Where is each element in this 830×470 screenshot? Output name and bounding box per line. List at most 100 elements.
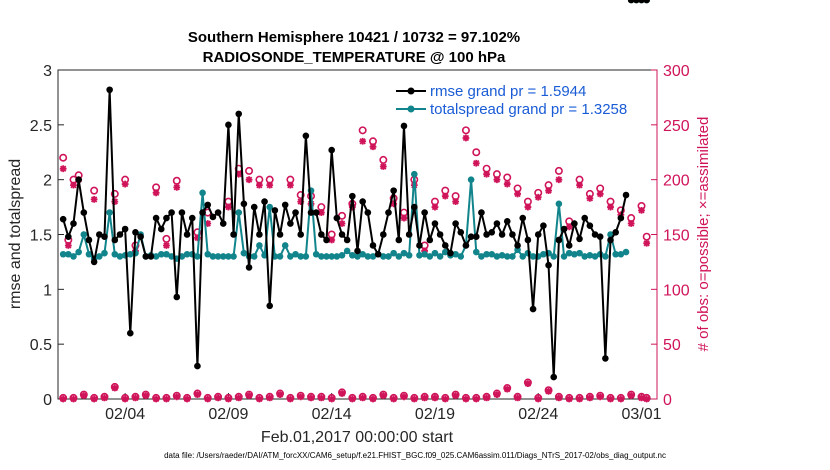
totalspread-point: [560, 253, 568, 260]
rmse-point: [421, 209, 428, 216]
totalspread-point: [266, 203, 274, 211]
assimilated-obs-marker: [59, 395, 67, 403]
rmse-point: [395, 236, 403, 244]
totalspread-point: [519, 253, 527, 260]
assimilated-obs-marker: [70, 395, 77, 403]
totalspread-point: [323, 253, 330, 260]
rmse-point: [297, 231, 304, 238]
assimilated-obs-marker: [596, 393, 604, 401]
totalspread-point: [550, 253, 558, 260]
assimilated-obs-marker: [111, 384, 119, 392]
totalspread-point: [509, 253, 516, 260]
totalspread-point: [369, 253, 377, 260]
assimilated-obs-marker: [80, 392, 88, 400]
totalspread-point: [540, 250, 547, 258]
assimilated-obs-marker: [565, 223, 573, 231]
assimilated-obs-marker: [607, 395, 614, 403]
totalspread-point: [297, 253, 304, 260]
rmse-point: [374, 250, 382, 258]
rmse-point: [493, 220, 501, 227]
rmse-point: [333, 214, 341, 222]
assimilated-obs-marker: [524, 203, 532, 211]
rmse-point: [602, 355, 609, 362]
assimilated-obs-marker: [545, 187, 552, 195]
assimilated-obs-marker: [534, 395, 542, 403]
x-axis-ticks: 02/04 02/09 02/14 02/19 02/24 03/01: [105, 393, 662, 423]
rmse-point: [85, 236, 93, 244]
rmse-point: [359, 198, 366, 205]
assimilated-obs-marker: [359, 137, 367, 145]
rmse-point: [65, 233, 72, 240]
rmse-point: [116, 231, 124, 238]
assimilated-obs-marker: [163, 395, 170, 403]
totalspread-point: [411, 170, 418, 178]
totalspread-point: [441, 248, 449, 256]
assimilated-obs-marker: [245, 176, 253, 184]
rmse-point: [271, 207, 279, 214]
rmse-point: [90, 258, 98, 266]
assimilated-obs-marker: [555, 176, 563, 184]
assimilated-obs-marker: [297, 198, 305, 205]
assimilated-obs-marker: [328, 395, 336, 403]
assimilated-obs-marker: [348, 395, 356, 403]
assimilated-obs-marker: [596, 190, 604, 198]
rmse-point: [230, 231, 237, 238]
totalspread-point: [431, 249, 439, 257]
rmse-point: [509, 231, 516, 238]
y-axis-label: rmse and totalspread: [7, 159, 24, 309]
x-tick-label: 02/19: [415, 406, 455, 423]
assimilated-obs-marker: [400, 393, 408, 401]
totalspread-point: [214, 253, 222, 260]
assimilated-obs-marker: [255, 181, 263, 189]
rmse-point: [328, 146, 335, 154]
rmse-point: [400, 122, 408, 130]
assimilated-obs-marker: [379, 163, 387, 170]
assimilated-obs-marker: [514, 190, 521, 198]
totalspread-point: [565, 249, 573, 257]
right-axis-ticks: 0 50 100 150 200 250 300: [651, 63, 690, 409]
totalspread-point: [116, 253, 124, 260]
assimilated-obs-marker: [462, 134, 470, 142]
y-right-tick-label: 300: [663, 63, 690, 80]
assimilated-obs-marker: [307, 394, 315, 402]
rmse-point: [132, 229, 139, 236]
assimilated-obs-marker: [204, 220, 212, 227]
legend-rmse-label: rmse grand pr = 1.5944: [430, 83, 586, 100]
rmse-point: [390, 187, 397, 194]
totalspread-point: [493, 253, 501, 260]
rmse-point: [571, 220, 578, 227]
assimilated-obs-marker: [472, 159, 480, 167]
rmse-point: [467, 233, 475, 240]
assimilated-obs-marker: [586, 394, 594, 402]
totalspread-point: [59, 250, 67, 258]
assimilated-obs-marker: [204, 395, 212, 403]
possible-obs-marker: [554, 166, 563, 175]
rmse-point: [292, 209, 299, 216]
totalspread-point: [219, 253, 227, 260]
rmse-point: [369, 242, 377, 249]
rmse-point: [617, 214, 625, 222]
rmse-point: [550, 373, 558, 381]
totalspread-point: [385, 253, 392, 260]
rmse-point: [152, 214, 160, 222]
x-tick-label: 03/01: [621, 406, 661, 423]
assimilated-obs-marker: [514, 394, 521, 402]
totalspread-point: [612, 250, 619, 258]
assimilated-obs-marker: [369, 395, 377, 403]
totalspread-point: [318, 253, 325, 260]
totalspread-point: [380, 253, 387, 260]
assimilated-obs-marker: [441, 192, 449, 200]
rmse-point: [555, 236, 563, 244]
rmse-point: [219, 220, 227, 227]
rmse-point: [163, 214, 170, 222]
assimilated-obs-marker: [503, 180, 511, 188]
rmse-point: [576, 235, 583, 243]
totalspread-point: [416, 252, 423, 259]
assimilated-obs-marker: [493, 391, 501, 399]
assimilated-obs-marker: [266, 394, 274, 402]
totalspread-point: [199, 189, 206, 197]
totalspread-point: [581, 253, 589, 260]
rmse-point: [638, 0, 645, 4]
totalspread-point: [436, 253, 444, 260]
assimilated-obs-marker: [524, 380, 532, 388]
